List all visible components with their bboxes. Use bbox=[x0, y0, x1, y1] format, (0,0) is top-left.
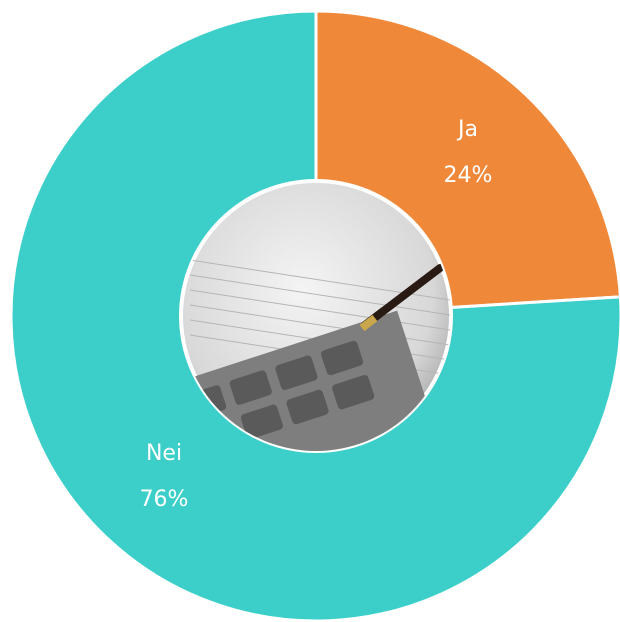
slice-label: Ja bbox=[456, 117, 478, 142]
labels: Ja 24% Nei 76% bbox=[140, 117, 493, 512]
value-label: 76% bbox=[140, 487, 189, 512]
slice-label: Nei bbox=[146, 441, 182, 466]
value-label: 24% bbox=[444, 163, 493, 188]
